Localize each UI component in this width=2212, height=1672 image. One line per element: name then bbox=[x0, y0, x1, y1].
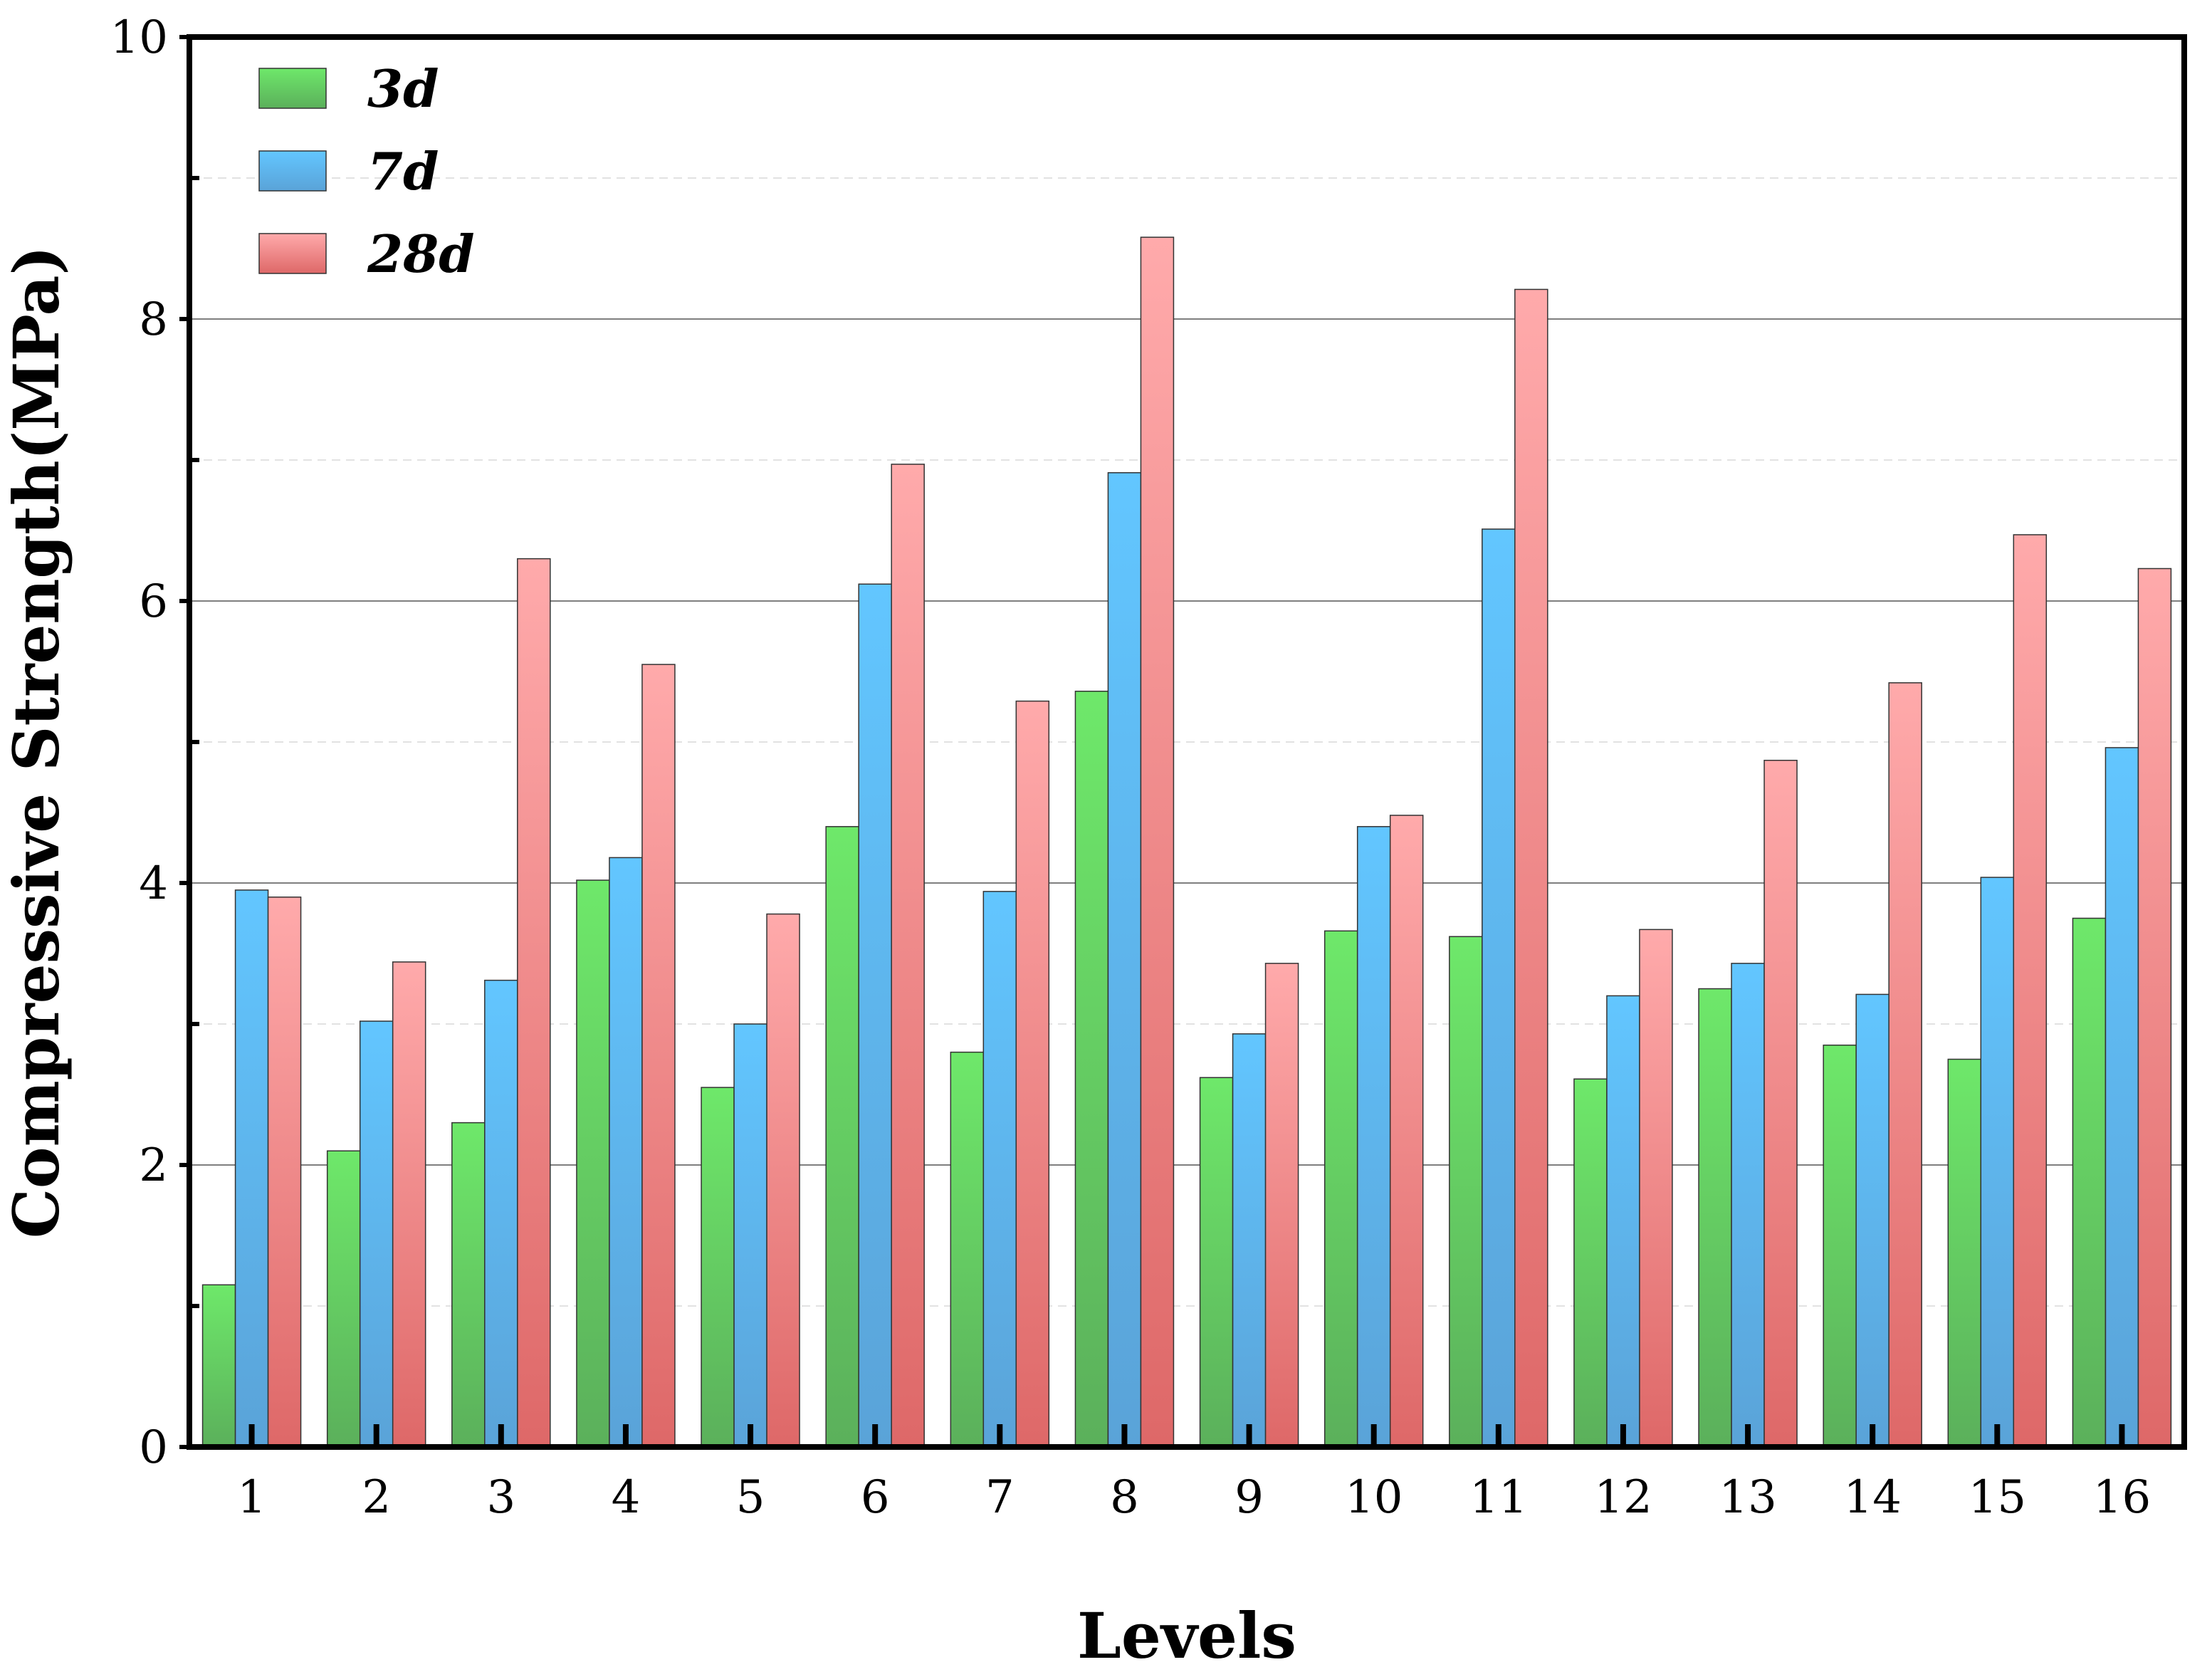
bar-3d-level-10 bbox=[1323, 930, 1358, 1448]
bar-3d-level-12 bbox=[1573, 1078, 1608, 1448]
legend-swatch-3d bbox=[258, 68, 327, 109]
bar-28d-level-7 bbox=[1015, 700, 1050, 1448]
bar-7d-level-4 bbox=[609, 857, 643, 1448]
bar-28d-level-4 bbox=[641, 664, 676, 1448]
bars bbox=[201, 236, 2172, 1448]
bar-3d-level-15 bbox=[1947, 1058, 1982, 1448]
bar-7d-level-12 bbox=[1606, 995, 1640, 1448]
y-tick-label: 4 bbox=[139, 857, 168, 910]
bar-7d-level-14 bbox=[1855, 993, 1889, 1448]
bar-28d-level-14 bbox=[1888, 682, 1922, 1448]
bar-28d-level-16 bbox=[2137, 568, 2172, 1448]
bar-28d-level-12 bbox=[1639, 929, 1673, 1448]
bar-7d-level-7 bbox=[982, 891, 1017, 1448]
legend-swatch-28d bbox=[258, 233, 327, 274]
x-tick-label: 11 bbox=[1469, 1471, 1527, 1524]
bar-28d-level-8 bbox=[1140, 236, 1175, 1448]
bar-28d-level-10 bbox=[1389, 815, 1424, 1448]
bar-3d-level-7 bbox=[950, 1051, 985, 1448]
y-tick-label: 0 bbox=[139, 1421, 168, 1474]
bar-7d-level-1 bbox=[234, 889, 269, 1448]
bar-7d-level-10 bbox=[1356, 826, 1391, 1448]
bar-3d-level-4 bbox=[576, 879, 610, 1448]
legend: 3d 7d 28d bbox=[258, 58, 475, 284]
x-tick-label: 13 bbox=[1719, 1471, 1776, 1524]
y-tick-label: 10 bbox=[110, 11, 168, 64]
bar-7d-level-9 bbox=[1232, 1033, 1267, 1448]
x-tick-labels: 1 2 3 4 5 6 7 8 9 10 11 12 13 14 15 16 bbox=[237, 1471, 2151, 1524]
bar-7d-level-15 bbox=[1980, 877, 2015, 1448]
bar-3d-level-16 bbox=[2072, 917, 2107, 1448]
x-tick-label: 5 bbox=[736, 1471, 765, 1524]
y-tick-label: 2 bbox=[139, 1139, 168, 1192]
bar-28d-level-5 bbox=[766, 913, 800, 1448]
legend-label-28d: 28d bbox=[367, 224, 475, 284]
x-tick-label: 2 bbox=[362, 1471, 391, 1524]
bar-28d-level-11 bbox=[1514, 288, 1548, 1448]
bar-3d-level-1 bbox=[201, 1284, 236, 1448]
x-tick-label: 12 bbox=[1594, 1471, 1652, 1524]
bar-3d-level-9 bbox=[1199, 1077, 1234, 1448]
bar-7d-level-11 bbox=[1482, 528, 1516, 1448]
bar-3d-level-3 bbox=[451, 1122, 486, 1448]
x-tick-label: 14 bbox=[1843, 1471, 1901, 1524]
bar-3d-level-6 bbox=[825, 826, 859, 1448]
bar-28d-level-9 bbox=[1264, 963, 1299, 1448]
bar-7d-level-2 bbox=[359, 1020, 394, 1448]
bar-28d-level-1 bbox=[267, 897, 302, 1448]
bar-28d-level-13 bbox=[1763, 759, 1798, 1448]
bar-7d-level-5 bbox=[733, 1023, 767, 1448]
y-tick-labels: 0 2 4 6 8 10 bbox=[110, 11, 168, 1474]
bar-7d-level-13 bbox=[1731, 963, 1765, 1448]
x-axis-title: Levels bbox=[1077, 1599, 1296, 1672]
y-axis-title: Compressive Strength(MPa) bbox=[0, 246, 73, 1238]
y-tick-label: 6 bbox=[139, 575, 168, 628]
legend-label-3d: 3d bbox=[367, 58, 439, 119]
x-tick-label: 1 bbox=[237, 1471, 266, 1524]
bar-3d-level-14 bbox=[1823, 1044, 1857, 1448]
axis-ticks bbox=[179, 35, 2125, 1449]
bar-3d-level-2 bbox=[326, 1150, 361, 1448]
legend-swatch-7d bbox=[258, 150, 327, 192]
legend-label-7d: 7d bbox=[367, 141, 439, 202]
bar-7d-level-6 bbox=[858, 583, 892, 1448]
bar-28d-level-15 bbox=[2013, 534, 2048, 1448]
bar-7d-level-16 bbox=[2104, 747, 2139, 1448]
bar-28d-level-6 bbox=[891, 464, 925, 1448]
x-tick-label: 8 bbox=[1110, 1471, 1139, 1524]
bar-3d-level-5 bbox=[701, 1087, 735, 1448]
bar-3d-level-11 bbox=[1449, 936, 1483, 1448]
bar-28d-level-2 bbox=[392, 961, 426, 1448]
x-tick-label: 16 bbox=[2093, 1471, 2151, 1524]
x-tick-label: 3 bbox=[486, 1471, 515, 1524]
x-tick-label: 6 bbox=[861, 1471, 890, 1524]
bar-3d-level-13 bbox=[1698, 988, 1732, 1448]
bar-7d-level-3 bbox=[484, 979, 518, 1448]
x-tick-label: 10 bbox=[1345, 1471, 1403, 1524]
x-tick-label: 4 bbox=[612, 1471, 641, 1524]
x-tick-label: 15 bbox=[1969, 1471, 2026, 1524]
y-tick-label: 8 bbox=[139, 293, 168, 346]
bar-28d-level-3 bbox=[517, 558, 551, 1448]
x-tick-label: 9 bbox=[1235, 1471, 1264, 1524]
bar-3d-level-8 bbox=[1074, 690, 1109, 1448]
bar-7d-level-8 bbox=[1107, 472, 1142, 1448]
x-tick-label: 7 bbox=[985, 1471, 1015, 1524]
